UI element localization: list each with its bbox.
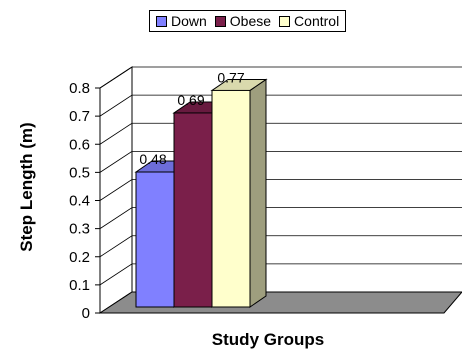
legend-label-down: Down: [171, 13, 207, 29]
data-label-control: 0.77: [217, 69, 244, 85]
bar-front-control: [211, 89, 251, 308]
gridline: [99, 66, 462, 89]
y-tick-label: 0.1: [69, 277, 90, 294]
bar-front-obese: [173, 112, 213, 308]
gridline: [99, 263, 462, 286]
grid-lines: [99, 66, 462, 286]
gridline: [99, 235, 462, 258]
y-axis-label: Step Length (m): [17, 122, 36, 252]
legend-item-down: Down: [156, 13, 207, 29]
y-tick-label: 0.5: [69, 164, 90, 181]
legend-label-control: Control: [294, 13, 340, 29]
legend-label-obese: Obese: [229, 13, 272, 29]
bar-side-control: [249, 78, 267, 308]
gridline: [99, 122, 462, 145]
data-labels: 0.48 0.69 0.77: [139, 69, 244, 167]
y-tick-label: 0.2: [69, 249, 90, 266]
legend: Down Obese Control: [149, 10, 347, 32]
legend-item-control: Control: [279, 13, 339, 29]
data-label-obese: 0.69: [177, 92, 204, 108]
data-label-down: 0.48: [139, 151, 166, 167]
bars: [134, 78, 268, 308]
y-tick-label: 0: [82, 305, 90, 322]
legend-swatch-obese: [214, 15, 226, 27]
bar-front-down: [135, 171, 175, 308]
legend-swatch-control: [279, 15, 291, 27]
legend-swatch-down: [156, 15, 167, 27]
gridline: [99, 150, 462, 173]
x-axis-label: Study Groups: [211, 330, 325, 349]
y-tick-label: 0.6: [69, 136, 90, 153]
gridline: [99, 179, 462, 201]
bar-control: [210, 78, 268, 308]
y-axis-ticks: 0 0.1 0.2 0.3 0.4 0.5 0.6 0.7 0.8: [69, 80, 100, 322]
gridline: [99, 207, 462, 229]
y-tick-label: 0.3: [69, 221, 90, 238]
y-tick-label: 0.7: [69, 108, 90, 125]
y-tick-label: 0.8: [69, 80, 90, 97]
legend-item-obese: Obese: [214, 13, 272, 29]
gridline: [99, 94, 462, 117]
y-tick-label: 0.4: [69, 193, 90, 210]
